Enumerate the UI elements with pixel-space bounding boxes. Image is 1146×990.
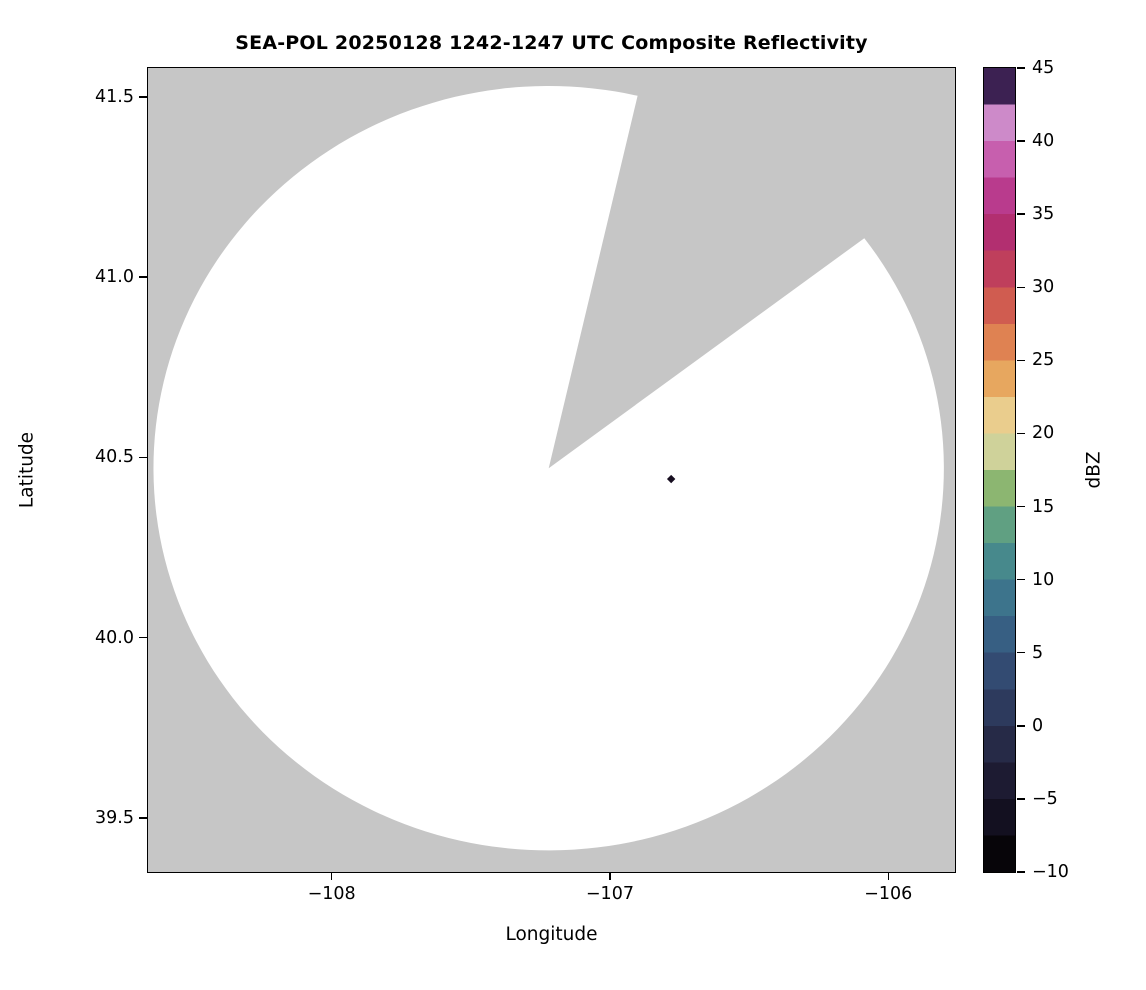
x-tick-mark — [609, 872, 611, 880]
colorbar-tick-mark — [1017, 725, 1025, 727]
reflectivity-echo — [666, 474, 676, 484]
x-tick-mark — [330, 872, 333, 880]
y-tick-label: 40.0 — [95, 627, 134, 648]
colorbar-tick-mark — [1017, 798, 1025, 800]
colorbar-tick-mark — [1017, 578, 1025, 581]
y-tick-mark — [139, 96, 147, 98]
y-tick-label: 41.0 — [95, 267, 134, 288]
reflectivity-echoes — [666, 474, 676, 484]
colorbar-tick-mark — [1017, 432, 1025, 435]
x-tick-mark — [887, 872, 889, 880]
y-tick-mark — [139, 456, 147, 459]
radar-coverage-area — [153, 85, 944, 851]
colorbar-tick-mark — [1017, 140, 1025, 142]
colorbar-tick-label: 30 — [1032, 277, 1055, 298]
colorbar-tick-label: 35 — [1032, 204, 1055, 225]
x-tick-label: −107 — [585, 884, 634, 904]
colorbar-tick-mark — [1017, 652, 1025, 654]
plot-area — [147, 67, 956, 873]
colorbar-tick-mark — [1017, 505, 1025, 508]
radar-plot-canvas — [148, 68, 955, 872]
colorbar-tick-mark — [1017, 286, 1025, 288]
y-tick-label: 41.5 — [95, 86, 134, 107]
colorbar — [983, 67, 1016, 873]
y-tick-label: 39.5 — [95, 807, 134, 828]
colorbar-label: dBZ — [1083, 451, 1105, 489]
y-tick-label: 40.5 — [95, 447, 134, 468]
colorbar-tick-label: −10 — [1032, 862, 1069, 882]
colorbar-tick-mark — [1017, 213, 1025, 215]
colorbar-tick-mark — [1017, 871, 1025, 873]
x-tick-label: −106 — [864, 884, 913, 904]
y-tick-mark — [139, 636, 147, 639]
colorbar-tick-label: 45 — [1032, 58, 1055, 78]
colorbar-tick-label: 40 — [1032, 131, 1055, 152]
y-axis-label: Latitude — [16, 431, 38, 509]
chart-title: SEA-POL 20250128 1242-1247 UTC Composite… — [235, 32, 868, 54]
y-tick-mark — [139, 276, 147, 278]
y-tick-mark — [139, 817, 147, 819]
colorbar-tick-label: 10 — [1032, 569, 1055, 590]
x-axis-label: Longitude — [505, 924, 598, 945]
colorbar-tick-mark — [1017, 67, 1025, 69]
colorbar-tick-label: 0 — [1032, 715, 1044, 736]
colorbar-tick-label: 20 — [1032, 423, 1055, 444]
colorbar-tick-label: 15 — [1032, 496, 1055, 517]
colorbar-tick-label: −5 — [1032, 788, 1058, 809]
x-tick-label: −108 — [307, 884, 356, 904]
colorbar-tick-label: 5 — [1032, 642, 1044, 663]
colorbar-tick-label: 25 — [1032, 350, 1055, 371]
colorbar-tick-mark — [1017, 359, 1025, 362]
